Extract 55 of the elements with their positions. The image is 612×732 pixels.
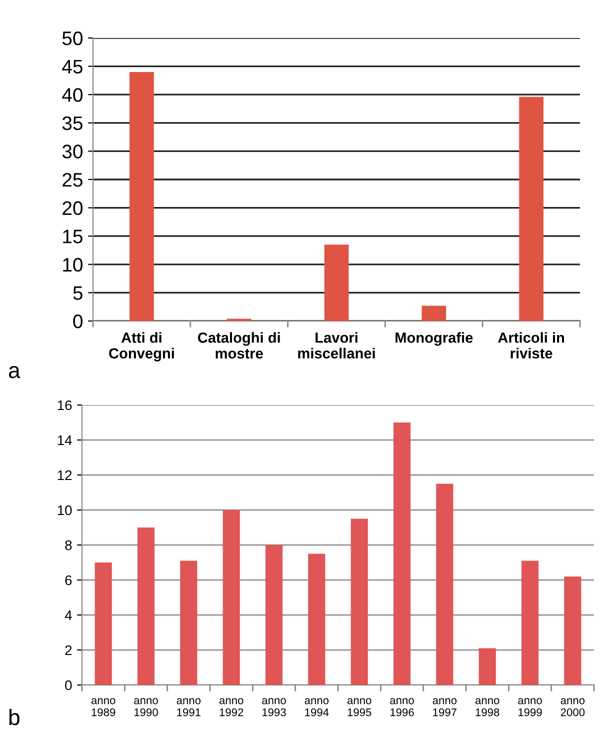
y-tick-label: 8 — [65, 540, 72, 550]
bar — [521, 560, 539, 685]
x-tick-label: anno 1994 — [304, 698, 329, 716]
bar — [94, 562, 112, 685]
x-tick-label: anno 1997 — [432, 698, 457, 716]
x-tick-label: Atti di Convegni — [109, 332, 174, 362]
x-tick-label: anno 1991 — [176, 698, 201, 716]
x-tick-label: Monografie — [396, 332, 473, 346]
bar — [519, 96, 544, 321]
bar — [564, 576, 582, 685]
y-tick-label: 10 — [58, 505, 72, 516]
y-tick-label: 14 — [58, 435, 72, 446]
y-tick-label: 40 — [62, 88, 83, 102]
x-tick-label: Lavori miscellanei — [298, 332, 375, 359]
bar — [130, 72, 154, 321]
x-tick-label: anno 1996 — [390, 698, 414, 716]
text: b — [9, 708, 20, 726]
y-tick-label: 4 — [64, 610, 72, 620]
x-tick-label: Cataloghi di mostre — [198, 332, 280, 359]
y-tick-label: 15 — [63, 230, 82, 244]
y-tick-label: 35 — [62, 116, 82, 130]
x-tick-label: anno 1990 — [134, 698, 158, 716]
x-tick-label: anno 1999 — [518, 698, 542, 716]
y-tick-label: 0 — [73, 314, 83, 328]
y-tick-label: 10 — [63, 258, 83, 272]
y-tick-label: 45 — [62, 60, 82, 74]
x-tick-label: anno 1998 — [475, 698, 500, 716]
bar — [137, 528, 155, 685]
x-tick-label: anno 1992 — [219, 698, 244, 716]
y-tick-label: 50 — [62, 31, 83, 46]
bar — [422, 306, 446, 321]
bar — [222, 510, 240, 685]
x-tick-label: anno 1989 — [91, 698, 116, 716]
bar — [478, 648, 496, 685]
y-tick-label: 16 — [58, 400, 72, 410]
bar — [324, 244, 349, 321]
y-tick-label: 6 — [65, 575, 72, 586]
y-tick-label: 20 — [62, 201, 83, 216]
bar — [308, 554, 326, 685]
x-tick-label: anno 2000 — [560, 698, 585, 716]
x-tick-label: anno 1995 — [347, 698, 372, 716]
y-tick-label: 0 — [65, 680, 72, 690]
y-tick-label: 2 — [65, 645, 72, 656]
x-tick-label: Articoli in riviste — [498, 332, 564, 359]
bar — [265, 545, 283, 685]
bar — [393, 422, 411, 685]
bar — [180, 560, 198, 685]
y-tick-label: 30 — [62, 144, 83, 158]
y-tick-label: 5 — [73, 286, 82, 300]
bar — [350, 518, 368, 685]
y-tick-label: 12 — [58, 470, 72, 480]
text: a — [8, 366, 20, 378]
y-tick-label: 25 — [62, 172, 82, 187]
x-tick-label: anno 1993 — [262, 698, 286, 716]
bar — [436, 484, 454, 685]
